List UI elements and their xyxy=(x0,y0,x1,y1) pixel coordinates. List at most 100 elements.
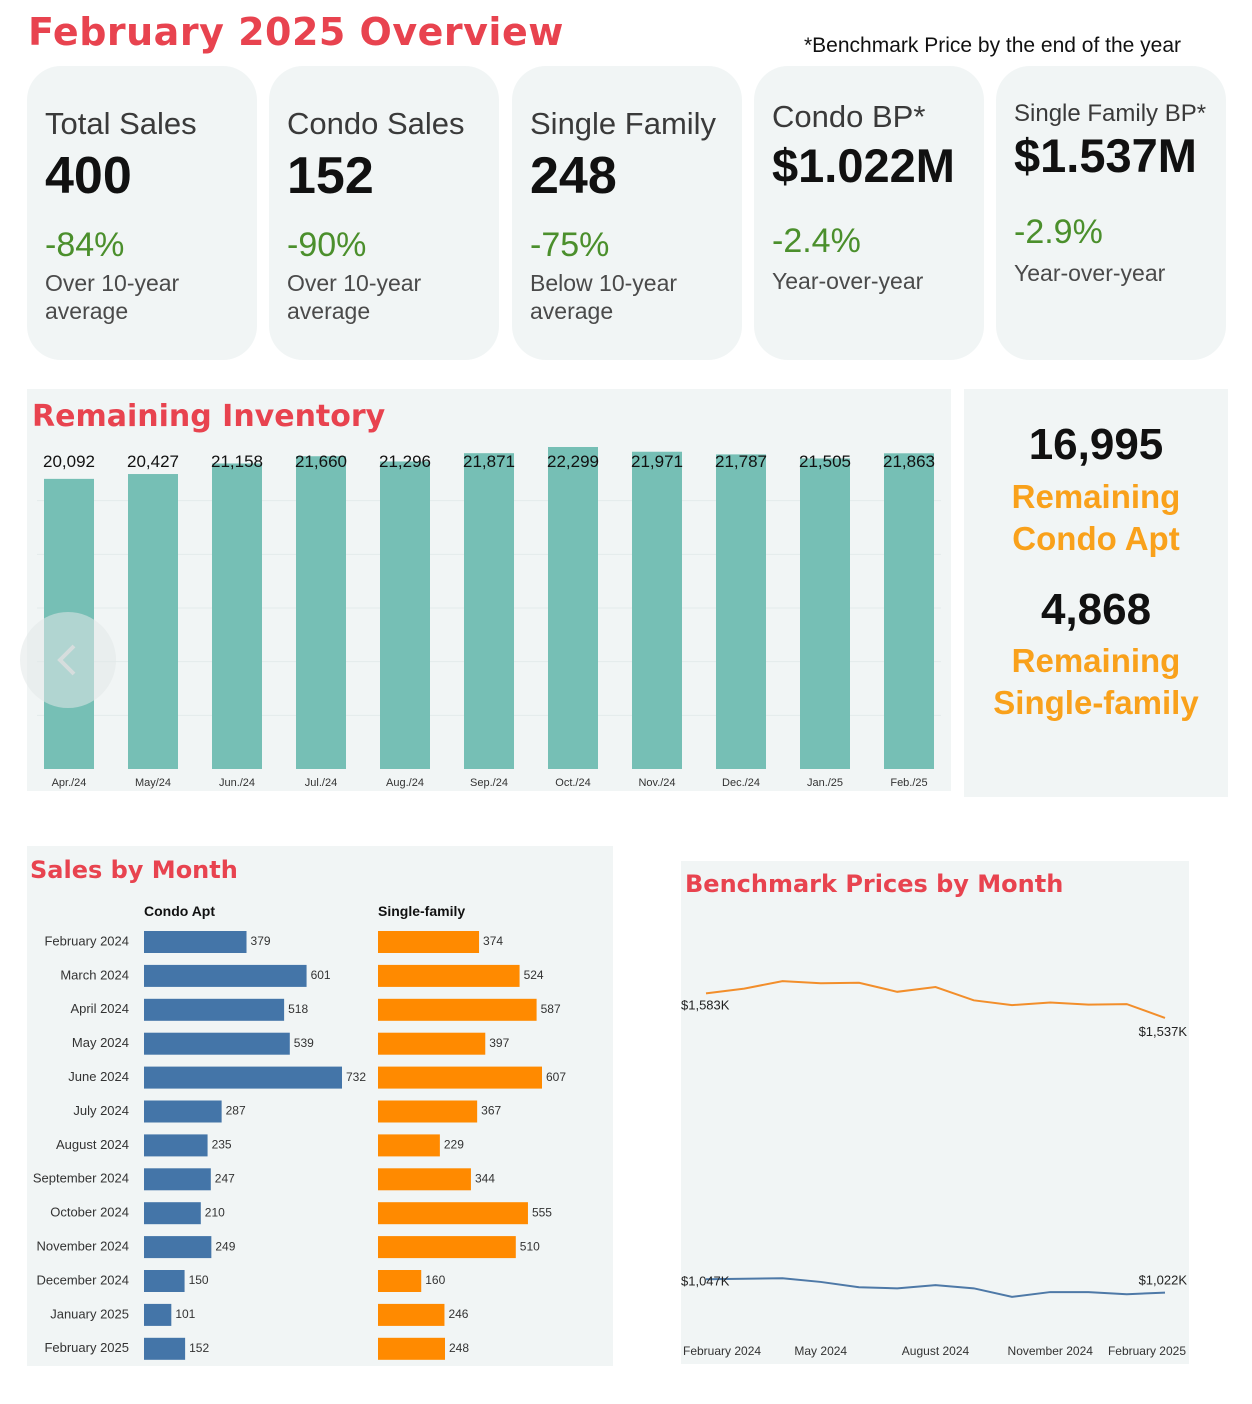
sales-month-label: February 2025 xyxy=(44,1340,129,1355)
condo-sales-value: 539 xyxy=(294,1036,314,1050)
benchmark-footnote: *Benchmark Price by the end of the year xyxy=(804,34,1182,57)
inventory-value-label: 20,092 xyxy=(43,452,95,471)
inventory-value-label: 21,660 xyxy=(295,452,347,471)
single-sales-bar xyxy=(378,1303,445,1326)
kpi-card-condo-bp: Condo BP* $1.022M -2.4% Year-over-year xyxy=(754,66,984,360)
condo-sales-value: 601 xyxy=(311,968,331,982)
condo-sales-value: 518 xyxy=(288,1002,308,1016)
inventory-bar xyxy=(464,453,514,769)
kpi-note: Below 10-year average xyxy=(530,270,678,324)
price-end-label: $1,022K xyxy=(1139,1273,1188,1288)
kpi-card-total-sales: Total Sales 400 -84% Over 10-year averag… xyxy=(27,66,257,360)
condo-sales-value: 210 xyxy=(205,1205,225,1219)
condo-sales-value: 235 xyxy=(212,1138,232,1152)
single-sales-bar xyxy=(378,964,520,987)
condo-sales-bar xyxy=(144,1134,208,1157)
single-sales-value: 160 xyxy=(425,1273,445,1287)
price-end-label: $1,537K xyxy=(1139,1024,1188,1039)
single-series-header: Single-family xyxy=(378,903,465,919)
price-x-tick-label: August 2024 xyxy=(902,1344,970,1358)
sales-month-label: October 2024 xyxy=(50,1205,129,1220)
page-title: February 2025 Overview xyxy=(28,10,564,54)
price-x-tick-label: May 2024 xyxy=(794,1344,847,1358)
single-sales-bar xyxy=(378,998,537,1021)
single-sales-value: 344 xyxy=(475,1171,495,1185)
single-sales-value: 246 xyxy=(448,1307,468,1321)
condo-sales-bar xyxy=(144,1100,222,1123)
single-sales-bar xyxy=(378,1134,440,1157)
kpi-note: Over 10-year average xyxy=(45,270,180,324)
single-sales-value: 367 xyxy=(481,1104,501,1118)
kpi-card-single-family: Single Family 248 -75% Below 10-year ave… xyxy=(512,66,742,360)
single-sales-value: 607 xyxy=(546,1070,566,1084)
sales-chart: Condo Apt Single-family February 2024 379 37… xyxy=(33,903,566,1360)
condo-sales-value: 152 xyxy=(189,1341,209,1355)
kpi-label: Single Family xyxy=(530,106,717,141)
previous-slide-button[interactable] xyxy=(20,612,116,708)
condo-sales-value: 150 xyxy=(189,1273,209,1287)
condo-sales-bar xyxy=(144,1032,290,1055)
inventory-month-label: Aug./24 xyxy=(386,777,424,789)
condo-sales-bar xyxy=(144,1168,211,1191)
price-x-tick-label: February 2025 xyxy=(1108,1344,1186,1358)
condo-sales-bar xyxy=(144,1236,212,1259)
single-sales-value: 397 xyxy=(489,1036,509,1050)
inventory-month-label: Jan./25 xyxy=(807,777,843,789)
inventory-value-label: 21,296 xyxy=(379,452,431,471)
sales-month-label: May 2024 xyxy=(72,1035,129,1050)
condo-price-line xyxy=(705,1277,1166,1298)
condo-series-header: Condo Apt xyxy=(144,903,215,919)
single-sales-value: 510 xyxy=(520,1239,540,1253)
kpi-label: Total Sales xyxy=(45,106,197,141)
inventory-bar xyxy=(716,454,766,769)
remaining-condo-value: 16,995 xyxy=(1028,420,1164,469)
single-family-price-line xyxy=(705,980,1166,1019)
kpi-card-condo-sales: Condo Sales 152 -90% Over 10-year averag… xyxy=(269,66,499,360)
benchmark-chart: $1,583K $1,537K $1,047K $1,022K February 202… xyxy=(681,980,1188,1358)
sales-month-label: March 2024 xyxy=(60,967,129,982)
condo-sales-bar xyxy=(144,998,285,1021)
sales-month-label: January 2025 xyxy=(50,1306,129,1321)
inventory-bar xyxy=(632,451,682,769)
kpi-delta: -75% xyxy=(530,226,610,264)
condo-sales-bar xyxy=(144,964,307,987)
inventory-month-label: Dec./24 xyxy=(722,777,760,789)
remaining-condo-label: Remaining Condo Apt xyxy=(1011,478,1181,557)
kpi-value: $1.022M xyxy=(772,139,955,192)
condo-sales-bar xyxy=(144,1337,186,1360)
inventory-value-label: 21,158 xyxy=(211,452,263,471)
price-start-label: $1,583K xyxy=(681,997,730,1012)
single-sales-bar xyxy=(378,1168,471,1191)
inventory-value-label: 21,863 xyxy=(883,452,935,471)
inventory-month-label: Apr./24 xyxy=(52,777,87,789)
inventory-bar xyxy=(548,447,598,769)
single-sales-value: 374 xyxy=(483,934,503,948)
inventory-bar xyxy=(128,474,178,769)
single-sales-value: 248 xyxy=(449,1341,469,1355)
inventory-bar xyxy=(380,461,430,769)
remaining-panel xyxy=(964,389,1228,797)
inventory-value-label: 21,971 xyxy=(631,452,683,471)
price-x-tick-label: November 2024 xyxy=(1008,1344,1094,1358)
inventory-month-label: Jul./24 xyxy=(305,777,337,789)
sales-month-label: July 2024 xyxy=(73,1103,129,1118)
remaining-single-value: 4,868 xyxy=(1040,585,1152,634)
benchmark-panel xyxy=(681,861,1189,1364)
inventory-title: Remaining Inventory xyxy=(32,399,386,434)
single-sales-bar xyxy=(378,1337,446,1360)
single-sales-value: 524 xyxy=(524,968,544,982)
inventory-month-label: Nov./24 xyxy=(638,777,675,789)
single-sales-bar xyxy=(378,1270,422,1292)
kpi-note: Year-over-year xyxy=(1014,260,1166,286)
kpi-value: 400 xyxy=(45,147,132,205)
single-sales-bar xyxy=(378,1236,516,1259)
kpi-label: Condo Sales xyxy=(287,106,465,141)
condo-sales-value: 732 xyxy=(346,1070,366,1084)
inventory-bar xyxy=(296,456,346,769)
price-x-tick-label: February 2024 xyxy=(683,1344,761,1358)
sales-month-label: February 2024 xyxy=(44,933,129,948)
kpi-card-single-family-bp: Single Family BP* $1.537M -2.9% Year-ove… xyxy=(996,66,1226,360)
condo-sales-value: 379 xyxy=(251,934,271,948)
remaining-single-label: Remaining Single-family xyxy=(993,642,1199,721)
sales-month-label: April 2024 xyxy=(70,1001,129,1016)
